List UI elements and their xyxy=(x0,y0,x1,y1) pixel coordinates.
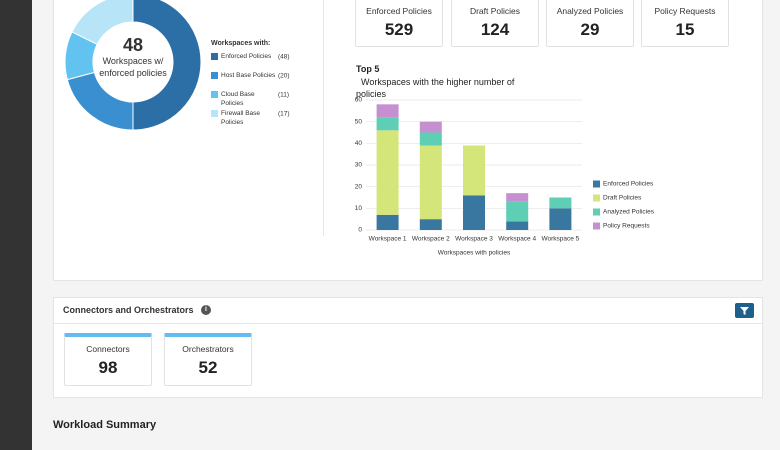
legend-label: Policy Requests xyxy=(603,223,650,230)
connector-card: Connectors 98 xyxy=(64,333,152,386)
donut-center-value: 48 xyxy=(123,35,143,55)
stat-value: 124 xyxy=(480,20,510,39)
divider xyxy=(323,0,324,236)
bar-segment xyxy=(419,121,442,133)
legend-swatch xyxy=(593,222,600,230)
connector-label: Connectors xyxy=(86,344,130,354)
stat-card: Draft Policies 124 xyxy=(451,0,539,47)
x-tick-label: Workspace 2 xyxy=(412,236,450,243)
x-tick-label: Workspace 1 xyxy=(369,236,407,243)
chart-subtitle: Workspaces with the higher number of pol… xyxy=(356,77,515,99)
legend-swatch xyxy=(211,53,218,60)
legend-label: Enforced Policies xyxy=(603,181,654,188)
chart-title: Top 5 xyxy=(356,64,380,74)
legend-label: Analyzed Policies xyxy=(603,209,655,216)
bar-segment xyxy=(376,117,399,131)
y-tick-label: 10 xyxy=(355,205,363,212)
legend-swatch xyxy=(593,208,600,216)
bar-segment xyxy=(419,145,442,220)
legend-wrap: Enforced Policies xyxy=(221,53,272,60)
connector-value: 98 xyxy=(98,358,118,377)
stat-card: Analyzed Policies 29 xyxy=(546,0,634,47)
stat-value: 29 xyxy=(580,20,600,39)
bar-segment xyxy=(419,219,442,230)
legend-label: Enforced Policies xyxy=(221,53,272,60)
bar-segment xyxy=(506,201,529,222)
stat-label: Enforced Policies xyxy=(366,6,432,16)
legend-label: Host Base Policies xyxy=(221,72,276,79)
bar-segment xyxy=(376,104,399,118)
y-tick-label: 20 xyxy=(355,183,363,190)
bar-segment xyxy=(463,195,485,230)
legend-swatch xyxy=(211,91,218,98)
legend-label: Cloud Base Policies xyxy=(221,91,255,107)
panel-title: Connectors and Orchestrators xyxy=(63,305,194,315)
legend-value: (48) xyxy=(278,54,290,61)
bar-segment xyxy=(419,132,442,146)
x-tick-label: Workspace 5 xyxy=(541,236,579,243)
stat-card: Policy Requests 15 xyxy=(641,0,729,47)
connector-label: Orchestrators xyxy=(182,344,234,354)
donut-center-wrap: Workspaces w/ enforced policies xyxy=(99,56,167,78)
legend-title: Workspaces with: xyxy=(211,40,270,47)
bar-segment xyxy=(376,130,399,215)
x-tick-label: Workspace 4 xyxy=(498,236,536,243)
x-tick-label: Workspace 3 xyxy=(455,236,493,243)
stat-label: Policy Requests xyxy=(654,6,716,16)
legend-value: (11) xyxy=(278,92,289,99)
y-tick-label: 40 xyxy=(355,140,363,147)
connectors-panel: Connectors and Orchestrators i xyxy=(53,297,763,398)
donut-hole xyxy=(93,22,173,102)
section-title: Workload Summary xyxy=(53,419,157,431)
legend-value: (20) xyxy=(278,73,290,80)
y-tick-label: 60 xyxy=(355,97,363,104)
donut-center-label: Workspaces w/ enforced policies xyxy=(99,56,167,78)
legend-wrap: Cloud Base Policies xyxy=(221,91,255,107)
filter-button[interactable] xyxy=(735,303,754,318)
bar-segment xyxy=(463,145,485,196)
stat-label: Draft Policies xyxy=(469,6,521,16)
bar-segment xyxy=(376,214,399,230)
filter-icon xyxy=(740,307,749,315)
panel-header: Connectors and Orchestrators i xyxy=(54,298,762,324)
legend-swatch xyxy=(211,110,218,117)
stat-value: 15 xyxy=(675,20,695,39)
bar-segment xyxy=(506,221,529,230)
bar-segment xyxy=(549,197,572,209)
connector-card: Orchestrators 52 xyxy=(164,333,252,386)
legend-value: (17) xyxy=(278,111,290,118)
stat-value: 529 xyxy=(384,20,414,39)
legend-swatch xyxy=(593,194,600,202)
legend-wrap: Host Base Policies xyxy=(221,72,276,79)
y-tick-label: 50 xyxy=(355,118,363,125)
legend-swatch xyxy=(593,180,600,188)
bar-segment xyxy=(506,193,529,202)
legend-swatch xyxy=(211,72,218,79)
sidebar xyxy=(0,0,32,450)
y-tick-label: 30 xyxy=(355,162,363,169)
stat-label: Analyzed Policies xyxy=(556,6,624,16)
y-tick-label: 0 xyxy=(358,227,362,234)
legend-wrap: Firewall Base Policies xyxy=(221,110,261,126)
stat-card: Enforced Policies 529 xyxy=(355,0,443,47)
legend-label: Firewall Base Policies xyxy=(221,110,261,126)
x-axis-label: Workspaces with policies xyxy=(438,250,511,257)
legend-label: Draft Policies xyxy=(603,195,642,202)
connector-value: 52 xyxy=(198,358,218,377)
bar-segment xyxy=(549,208,572,230)
info-icon[interactable]: i xyxy=(201,305,211,315)
